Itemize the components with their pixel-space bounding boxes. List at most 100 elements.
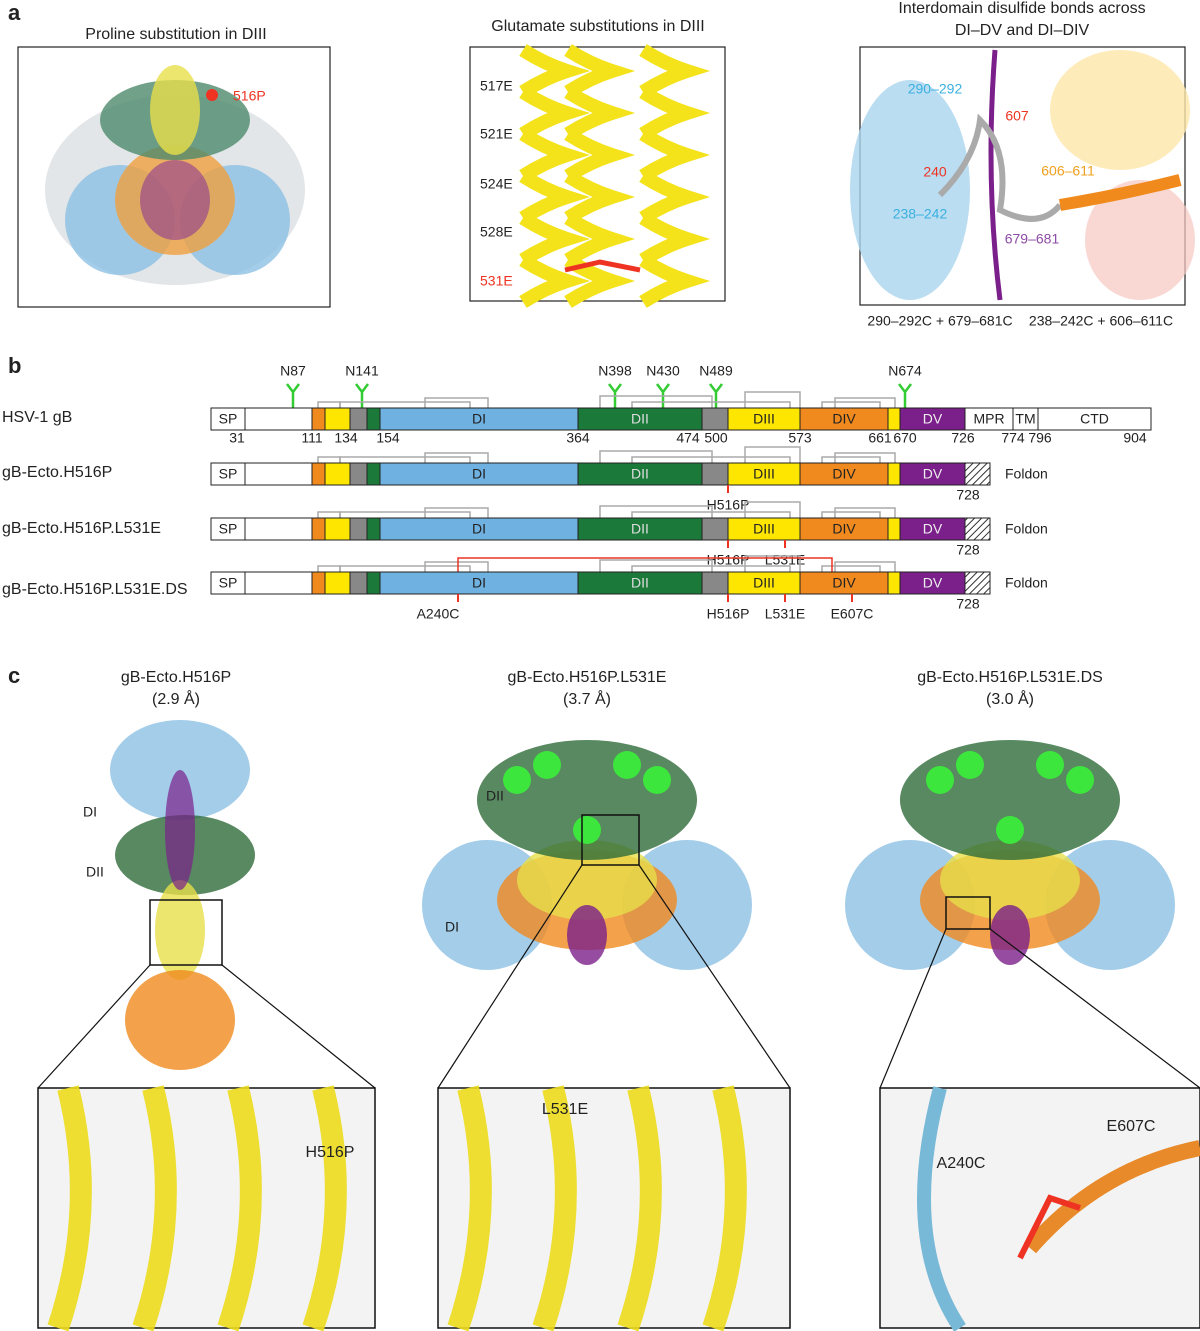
helix — [564, 212, 636, 266]
disulfide-bracket — [317, 401, 341, 408]
caption: 238–242C + 606–611C — [1029, 313, 1173, 329]
domain-label: DV — [923, 466, 943, 482]
engineered-disulfide — [457, 557, 833, 572]
glycan-label: N674 — [888, 363, 922, 379]
domain-label: TM — [1015, 411, 1035, 427]
disulfide-bracket — [317, 511, 341, 518]
domain-box — [887, 517, 901, 541]
disulfide-bracket — [834, 561, 896, 572]
glycan-blob — [533, 751, 561, 779]
residue-label: 679–681 — [1005, 231, 1060, 247]
disulfide-bracket — [834, 397, 896, 408]
disulfide-bracket — [744, 555, 801, 572]
domain-box — [324, 462, 351, 486]
position-label: 661 — [868, 430, 892, 446]
construct-name: HSV-1 gB — [2, 409, 72, 426]
structure-blob — [900, 740, 1120, 860]
residue-label: 240 — [923, 164, 947, 180]
panel-label: b — [8, 353, 21, 378]
domain-label: CTD — [1080, 411, 1109, 427]
mutation-label: L531E — [765, 606, 805, 622]
disulfide-bracket — [744, 446, 801, 463]
domain-box — [324, 517, 351, 541]
domain-box — [701, 407, 729, 431]
position-label: 134 — [334, 430, 358, 446]
domain-box — [701, 462, 729, 486]
disulfide-bracket — [424, 397, 489, 408]
domain-box — [244, 517, 313, 541]
structure-title: gB-Ecto.H516P.L531E — [508, 669, 667, 686]
disulfide-bracket — [821, 565, 881, 572]
mutation-label: H516P — [707, 552, 750, 568]
helix — [564, 86, 636, 140]
disulfide-bracket — [631, 511, 791, 518]
domain-label: MPR — [973, 411, 1004, 427]
structure-blob — [150, 65, 200, 155]
mutation-label: A240C — [937, 1155, 986, 1172]
loop — [988, 49, 1003, 301]
position-label: 154 — [376, 430, 400, 446]
domain-label: DII — [631, 466, 649, 482]
helix — [564, 128, 636, 182]
image-frame — [469, 46, 726, 302]
foldon-box — [964, 517, 991, 541]
structure-blob — [477, 740, 697, 860]
domain-label: DIII — [753, 466, 775, 482]
structure-blob — [517, 840, 657, 920]
disulfide-bracket — [631, 565, 791, 572]
structure-title: gB-Ecto.H516P.L531E.DS — [917, 669, 1103, 686]
domain-box — [701, 517, 729, 541]
residue-label: 290–292 — [908, 81, 963, 97]
loop — [937, 113, 1063, 222]
disulfide-bracket — [424, 452, 489, 463]
domain-box — [311, 571, 326, 595]
helix — [47, 1085, 92, 1331]
glycan-blob — [996, 816, 1024, 844]
resolution: (3.0 Å) — [986, 689, 1034, 708]
structure-blob — [990, 905, 1030, 965]
residue-label: 517E — [480, 78, 513, 94]
helix — [639, 44, 711, 98]
structure-blob — [125, 970, 235, 1070]
domain-box — [244, 571, 313, 595]
mutation-label: H516P — [306, 1144, 355, 1161]
disulfide-bracket — [631, 401, 791, 408]
glycan-icon — [355, 383, 369, 408]
disulfide-bracket — [631, 456, 791, 463]
zoom-region — [945, 896, 991, 930]
caption: 290–292C + 679–681C — [867, 313, 1012, 329]
end-position: 728 — [956, 542, 980, 558]
helix — [519, 170, 591, 224]
helix — [639, 86, 711, 140]
position-label: 474 — [676, 430, 700, 446]
domain-label: SP — [219, 411, 238, 427]
zoom-line — [221, 964, 376, 1089]
position-label: 500 — [704, 430, 728, 446]
disulfide-bracket — [317, 565, 341, 572]
helix — [447, 1085, 492, 1331]
glycan-blob — [926, 766, 954, 794]
disulfide-bracket — [744, 391, 801, 408]
helix — [132, 1085, 177, 1331]
domain-label: DII — [631, 521, 649, 537]
mutation-label: H516P — [707, 606, 750, 622]
mutation-label: 516P — [233, 88, 266, 104]
glycan-label: N141 — [345, 363, 379, 379]
domain-label: DIII — [753, 521, 775, 537]
domain-box — [887, 407, 901, 431]
helix — [519, 86, 591, 140]
tag-label: Foldon — [1005, 521, 1048, 537]
disulfide-bracket — [339, 456, 471, 463]
position-label: 111 — [301, 430, 322, 446]
disulfide-bracket — [424, 507, 489, 518]
zoom-line — [879, 928, 947, 1089]
residue-label: 606–611 — [1041, 163, 1095, 179]
helix — [519, 254, 591, 308]
panel-title: Interdomain disulfide bonds across — [898, 0, 1145, 17]
domain-box — [366, 407, 381, 431]
helix — [702, 1085, 747, 1331]
domain-box — [366, 571, 381, 595]
structure-blob — [165, 770, 195, 890]
domain-box — [311, 517, 326, 541]
structure-blob — [1085, 180, 1195, 300]
